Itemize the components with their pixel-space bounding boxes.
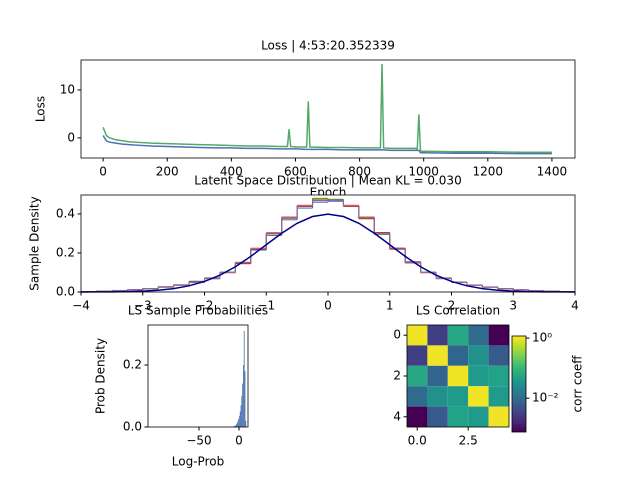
x-tick-label: −4 xyxy=(72,299,90,313)
colorbar xyxy=(511,335,527,433)
hist-bar xyxy=(234,426,235,427)
x-tick-label: −2 xyxy=(196,299,214,313)
heat-cell xyxy=(427,365,448,387)
x-tick-label: 1200 xyxy=(473,165,504,179)
y-tick-label: 0.4 xyxy=(56,206,75,220)
heat-cell xyxy=(447,325,469,346)
x-tick-label: 0 xyxy=(99,165,107,179)
hist-bar xyxy=(236,423,238,427)
x-tick-label: −50 xyxy=(186,434,211,448)
heat-cell xyxy=(407,386,428,407)
y-tick-label: 0.0 xyxy=(123,420,142,434)
loss-line xyxy=(102,64,552,153)
hist-bar xyxy=(240,405,242,427)
x-tick-label: 3 xyxy=(509,299,517,313)
hist-bar xyxy=(238,419,239,427)
heat-cell xyxy=(488,325,509,346)
y-tick-label: 0.0 xyxy=(56,285,75,299)
x-tick-label: 1400 xyxy=(537,165,568,179)
heat-cell xyxy=(468,406,489,427)
hist-bar xyxy=(243,364,244,427)
x-tick-label: 200 xyxy=(156,165,179,179)
heat-cell xyxy=(407,365,428,387)
chart-title: Loss | 4:53:20.352339 xyxy=(261,39,395,53)
x-tick-label: 800 xyxy=(348,165,371,179)
colorbar-tick-label: 10⁰ xyxy=(532,331,552,345)
heat-cell xyxy=(468,325,489,346)
colorbar-label: corr coeff xyxy=(571,355,585,413)
colorbar-tick-label: 10⁻² xyxy=(532,391,559,405)
y-tick-label: 0.2 xyxy=(56,245,75,259)
plot-area xyxy=(81,195,575,292)
x-tick-label: −1 xyxy=(257,299,275,313)
y-tick-label: 0 xyxy=(393,328,401,342)
heat-cell xyxy=(427,345,448,366)
y-tick-label: 4 xyxy=(393,409,401,423)
chart-title: LS Sample Probabilities xyxy=(128,304,268,318)
heat-cell xyxy=(427,386,448,407)
x-axis-label: Log-Prob xyxy=(172,455,224,469)
heat-cell xyxy=(447,365,469,387)
y-tick-label: 10 xyxy=(60,82,75,96)
loss-line xyxy=(102,135,552,155)
heat-cell xyxy=(447,386,469,407)
hist-bar xyxy=(243,330,245,427)
x-tick-label: 0 xyxy=(235,434,243,448)
plot-area xyxy=(81,60,575,158)
y-axis-label: Sample Density xyxy=(28,196,42,290)
hist-bar xyxy=(241,395,243,427)
x-tick-label: 0 xyxy=(324,299,332,313)
chart-title: LS Correlation xyxy=(416,304,500,318)
hist-bar xyxy=(242,383,243,427)
heat-cell xyxy=(488,386,509,407)
hist-bar xyxy=(239,416,240,427)
heat-cell xyxy=(488,406,509,427)
heat-cell xyxy=(407,345,428,366)
heat-cell xyxy=(447,345,469,366)
hist-bar xyxy=(235,424,237,427)
hist-bar xyxy=(244,371,246,427)
plot-area xyxy=(148,325,248,427)
x-tick-label: 1000 xyxy=(408,165,439,179)
x-tick-label: 0.0 xyxy=(408,434,427,448)
x-tick-label: 400 xyxy=(220,165,243,179)
hist-bar xyxy=(239,411,241,427)
x-tick-label: −3 xyxy=(134,299,152,313)
axes-frame xyxy=(147,324,249,428)
heat-cell xyxy=(427,406,448,427)
heat-cell xyxy=(468,365,489,387)
x-tick-label: 600 xyxy=(284,165,307,179)
x-tick-label: 4 xyxy=(571,299,579,313)
heat-cell xyxy=(407,325,428,346)
heat-cell xyxy=(468,386,489,407)
y-tick-label: 0.2 xyxy=(123,357,142,371)
heat-cell xyxy=(427,325,448,346)
heat-cell xyxy=(488,345,509,366)
heat-cell xyxy=(488,365,509,387)
x-tick-label: 1 xyxy=(386,299,394,313)
heat-cell xyxy=(407,406,428,427)
y-tick-label: 2 xyxy=(393,369,401,383)
heat-cell xyxy=(447,406,469,427)
hist-bar xyxy=(245,420,247,427)
normal-curve xyxy=(80,213,576,293)
hist-bar xyxy=(237,421,239,427)
y-axis-label: Prob Density xyxy=(94,338,108,414)
y-tick-label: 0 xyxy=(67,130,75,144)
hist-bar xyxy=(235,425,236,427)
chart-title: Latent Space Distribution | Mean KL = 0.… xyxy=(194,174,461,188)
x-tick-label: 2.5 xyxy=(459,434,478,448)
heat-cell xyxy=(468,345,489,366)
x-tick-label: 2 xyxy=(448,299,456,313)
y-axis-label: Loss xyxy=(34,96,48,122)
axes-frame xyxy=(80,59,576,159)
